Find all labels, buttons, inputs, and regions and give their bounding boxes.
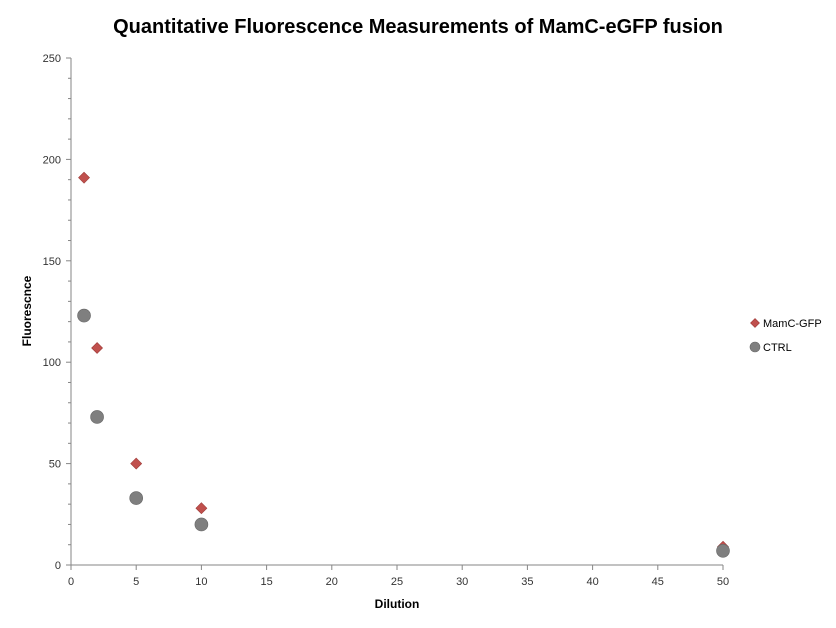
x-tick-label: 15 xyxy=(260,576,272,588)
legend: MamC-GFP CTRL xyxy=(749,318,822,354)
legend-label-ctrl: CTRL xyxy=(763,342,792,354)
x-tick-label: 20 xyxy=(326,576,338,588)
legend-marker-mamc-gfp xyxy=(750,318,760,328)
legend-marker-ctrl xyxy=(749,341,761,353)
point-mamc-gfp xyxy=(91,342,104,354)
point-mamc-gfp xyxy=(78,171,90,184)
y-axis-title: Fluorescnce xyxy=(20,275,34,346)
y-tick-label: 0 xyxy=(55,560,61,572)
x-tick-label: 45 xyxy=(652,576,664,588)
point-ctrl xyxy=(194,517,209,532)
data-points xyxy=(77,171,730,558)
x-tick-label: 50 xyxy=(717,576,729,588)
y-tick-label: 100 xyxy=(43,357,61,369)
y-tick-label: 150 xyxy=(43,256,61,268)
x-tick-label: 35 xyxy=(521,576,533,588)
y-tick-label: 50 xyxy=(49,459,61,471)
legend-label-mamc-gfp: MamC-GFP xyxy=(763,318,822,330)
x-tick-label: 10 xyxy=(195,576,207,588)
x-tick-label: 25 xyxy=(391,576,403,588)
x-tick-label: 40 xyxy=(586,576,598,588)
point-mamc-gfp xyxy=(130,457,143,470)
x-tick-label: 5 xyxy=(133,576,139,588)
point-mamc-gfp xyxy=(195,502,208,515)
y-tick-label: 250 xyxy=(43,53,61,65)
x-axis-title: Dilution xyxy=(375,597,420,611)
point-ctrl xyxy=(77,308,91,323)
point-ctrl xyxy=(129,491,143,505)
axes: 0 50 100 150 200 250 0 5 10 15 20 25 30 35 40 45 50 xyxy=(43,53,729,588)
y-tick-label: 200 xyxy=(43,154,61,166)
point-ctrl xyxy=(90,410,104,424)
x-tick-label: 30 xyxy=(456,576,468,588)
x-tick-label: 0 xyxy=(68,576,74,588)
point-ctrl xyxy=(716,544,730,558)
chart-title: Quantitative Fluorescence Measurements o… xyxy=(113,16,723,38)
